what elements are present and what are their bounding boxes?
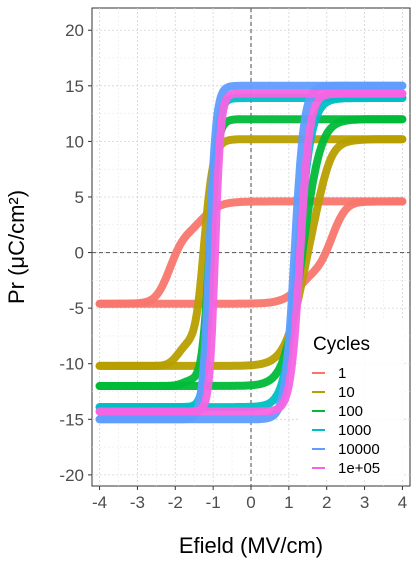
y-tick-label: 5 (75, 188, 84, 207)
legend-label-10000: 10000 (338, 441, 380, 458)
legend-label-100: 100 (338, 403, 363, 420)
x-tick-label: -4 (92, 493, 107, 512)
x-tick-label: -1 (206, 493, 221, 512)
y-tick-label: 15 (65, 77, 84, 96)
legend-label-1: 1 (338, 365, 346, 382)
x-axis: -4 -3 -2 -1 0 1 2 3 4 (92, 486, 407, 512)
y-tick-label: 20 (65, 21, 84, 40)
series-curves (95, 81, 407, 424)
x-tick-label: 4 (398, 493, 407, 512)
y-axis: -20 -15 -10 -5 0 5 10 15 20 (59, 21, 92, 485)
legend-label-10: 10 (338, 384, 355, 401)
y-tick-label: -15 (59, 410, 84, 429)
legend-title: Cycles (313, 334, 370, 355)
series-line-1-down-branch (95, 197, 407, 308)
x-tick-label: -2 (168, 493, 183, 512)
series-line-1000-down-branch (95, 94, 407, 412)
x-tick-label: 0 (246, 493, 255, 512)
series-line-1e+05-down-branch (95, 89, 407, 416)
x-tick-label: -3 (130, 493, 145, 512)
y-tick-label: -20 (59, 466, 84, 485)
y-axis-title: Pr (μC/cm²) (4, 190, 29, 304)
y-tick-label: 10 (65, 132, 84, 151)
y-tick-label: 0 (75, 244, 84, 263)
legend-label-1e+05: 1e+05 (338, 460, 380, 477)
legend-label-1000: 1000 (338, 422, 371, 439)
y-tick-label: -10 (59, 355, 84, 374)
x-tick-label: 3 (360, 493, 369, 512)
series-line-10-down-branch (95, 135, 407, 370)
legend-items: 1 10 100 1000 10000 1e+05 (312, 365, 380, 477)
x-tick-label: 1 (284, 493, 293, 512)
legend-background (300, 320, 404, 480)
series-line-100-down-branch (95, 115, 407, 390)
x-tick-label: 2 (322, 493, 331, 512)
series-line-10000-down-branch (95, 81, 407, 424)
x-axis-title: Efield (MV/cm) (179, 533, 323, 558)
y-tick-label: -5 (69, 299, 84, 318)
legend: Cycles 1 10 100 1000 10000 1e+05 (300, 320, 404, 480)
